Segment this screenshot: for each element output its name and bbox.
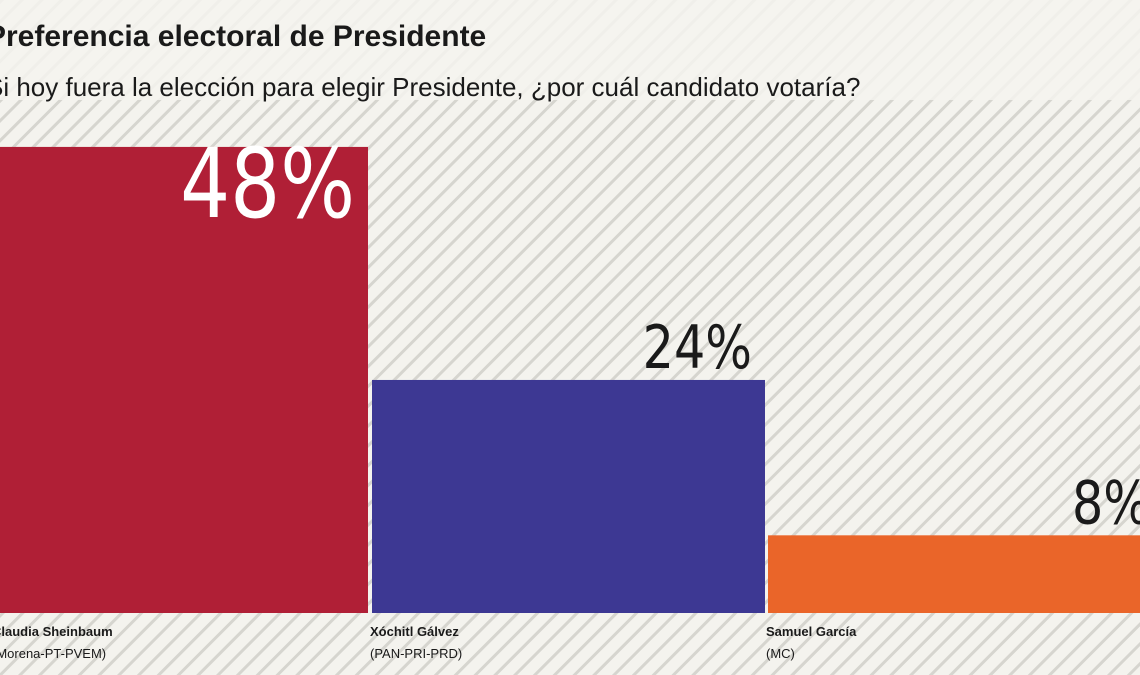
chart-subtitle: Si hoy fuera la elección para elegir Pre… (0, 72, 860, 102)
party-label: (PAN-PRI-PRD) (370, 646, 462, 661)
chart-title: Preferencia electoral de Presidente (0, 20, 486, 53)
party-label: (Morena-PT-PVEM) (0, 646, 106, 661)
party-label: (MC) (766, 646, 795, 661)
header-bg (0, 0, 1140, 100)
category-label: Xóchitl Gálvez (370, 624, 459, 639)
value-label: 8% (1072, 468, 1140, 538)
category-label: Samuel García (766, 624, 857, 639)
bar (768, 535, 1140, 613)
bar (0, 146, 368, 614)
value-label: 24% (643, 312, 752, 382)
bar (372, 379, 765, 613)
plot: 48% Claudia Sheinbaum (Morena-PT-PVEM) 24% X… (0, 128, 1140, 661)
category-label: Claudia Sheinbaum (0, 624, 113, 639)
value-label: 48% (180, 128, 355, 240)
